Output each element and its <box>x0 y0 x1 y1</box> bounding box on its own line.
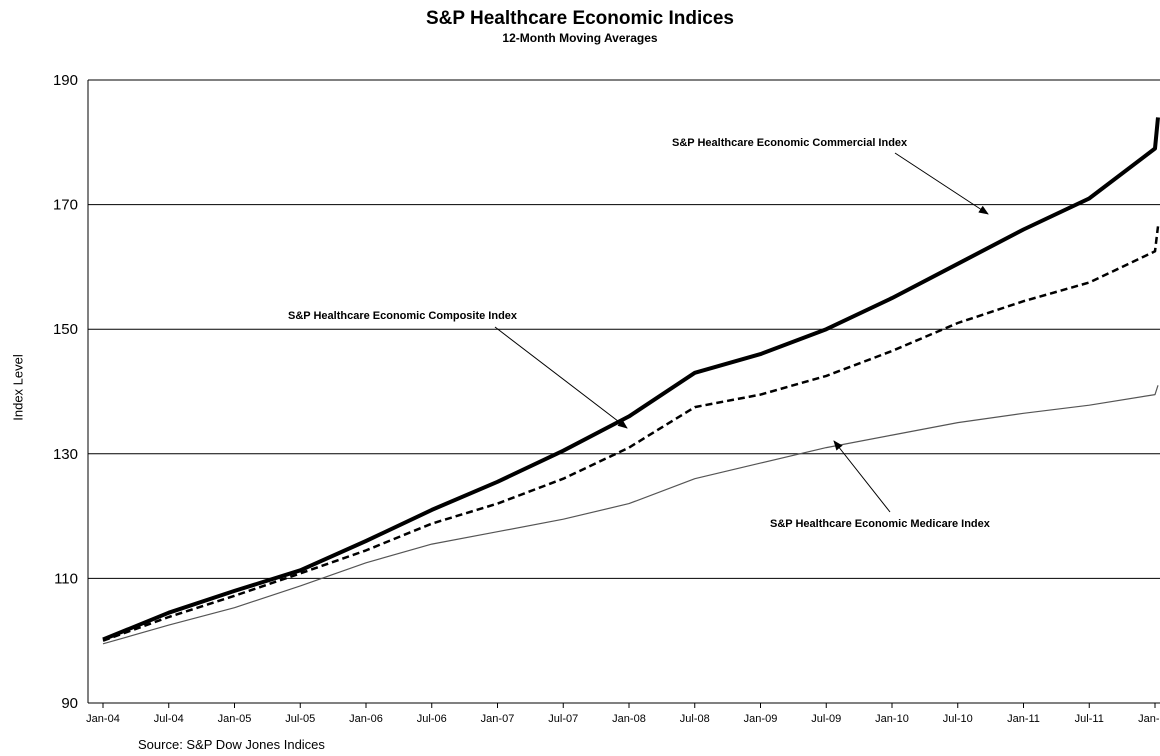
x-tick-label: Jul-04 <box>154 713 184 725</box>
y-tick-label: 110 <box>54 570 78 587</box>
x-tick-label: Jan-09 <box>744 713 778 725</box>
x-tick-label: Jul-09 <box>811 713 841 725</box>
annotation-arrow <box>833 440 891 513</box>
y-tick-label: 130 <box>53 446 78 463</box>
chart-subtitle: 12-Month Moving Averages <box>502 31 658 45</box>
x-tick-label: Jan-04 <box>86 713 120 725</box>
source-note: Source: S&P Dow Jones Indices <box>138 737 325 752</box>
x-tick-label: Jan-12 <box>1138 713 1160 725</box>
y-tick-label: 90 <box>61 695 78 712</box>
x-tick-label: Jan-08 <box>612 713 646 725</box>
series-line-2 <box>102 385 1159 645</box>
chart-title: S&P Healthcare Economic Indices <box>426 8 734 29</box>
series-line-0 <box>102 117 1160 642</box>
y-tick-label: 170 <box>53 197 78 214</box>
series-line-1 <box>102 226 1160 642</box>
x-tick-label: Jan-07 <box>481 713 515 725</box>
x-tick-label: Jul-08 <box>680 713 710 725</box>
annotation-label: S&P Healthcare Economic Composite Index <box>288 310 518 322</box>
annotation-label: S&P Healthcare Economic Medicare Index <box>770 518 991 530</box>
annotation-arrow <box>894 152 989 215</box>
annotation-label: S&P Healthcare Economic Commercial Index <box>672 137 908 149</box>
x-tick-label: Jul-10 <box>943 713 973 725</box>
x-tick-label: Jan-06 <box>349 713 383 725</box>
x-tick-label: Jan-10 <box>875 713 909 725</box>
y-tick-label: 190 <box>53 72 78 89</box>
x-tick-label: Jul-07 <box>548 713 578 725</box>
x-tick-label: Jan-11 <box>1007 713 1040 725</box>
annotation-arrow <box>494 326 628 429</box>
x-tick-label: Jul-06 <box>417 713 447 725</box>
y-tick-label: 150 <box>53 321 78 338</box>
x-tick-label: Jan-05 <box>218 713 252 725</box>
x-tick-label: Jul-05 <box>285 713 315 725</box>
x-tick-label: Jul-11 <box>1075 713 1104 725</box>
